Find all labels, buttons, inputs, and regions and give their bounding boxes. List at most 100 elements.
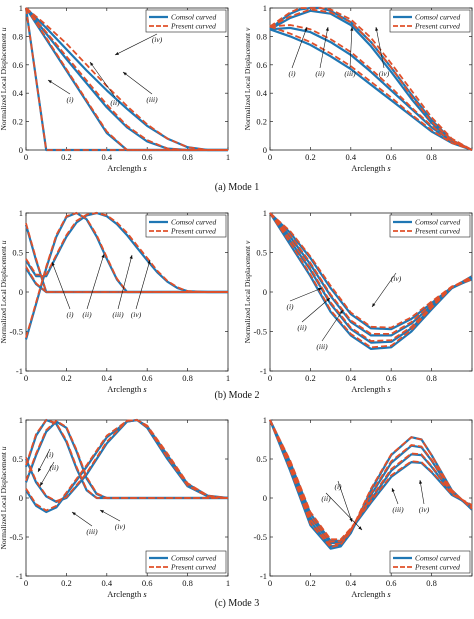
annotation-label: (ii) [49,463,59,472]
series-line-present-4 [269,419,473,541]
x-axis-label: Arclength s [107,589,147,599]
annotation-label: (i) [46,450,54,459]
series-line-present-2 [269,24,473,151]
annotation-label: (iii) [146,95,158,104]
x-tick-label: 0.8 [182,373,193,383]
y-tick-label: -1 [16,366,23,376]
annotation-label: (ii) [297,323,307,332]
y-tick-label: -1 [260,571,267,581]
x-tick-label: 0.6 [386,373,397,383]
annotation-arrowhead [325,27,329,31]
y-tick-label: 0 [19,145,23,155]
legend-label-comsol: Comsol curved [415,13,460,22]
annotation-arrowhead [72,512,76,516]
x-tick-label: 0.8 [426,152,437,162]
series-line-present-4 [25,419,229,512]
chart-panel-mode2-v: 0 0.2 0.4 0.6 0.8 -1 -0.5 0 0.5 1 Arclength s Norma… [243,208,473,394]
y-tick-label: -0.5 [10,327,23,337]
x-axis-label-text: Arclength [351,384,387,394]
series-line-present-4 [269,7,473,151]
x-tick-label: 0.8 [182,578,193,588]
x-tick-label: 0 [268,578,272,588]
y-tick-label: 0 [263,145,267,155]
annotation-arrowhead [123,72,127,76]
x-tick-label: 0.6 [386,578,397,588]
series-line-comsol-3 [269,9,473,152]
annotation-label: (iv) [379,69,390,78]
legend-label-present: Present curved [414,22,460,31]
annotation-arrowhead [339,310,343,314]
y-tick-label: 0.5 [12,248,23,258]
y-axis-label: Normalized Local Displacement u [0,446,8,549]
annotation-arrow [375,26,385,69]
annotation-arrow [301,297,331,323]
x-tick-label: 0 [268,373,272,383]
x-tick-label: 0.6 [142,373,153,383]
annotation-arrow [321,309,344,342]
y-tick-label: 0.8 [256,31,267,41]
annotation-arrow [47,79,71,95]
x-tick-label: 0 [24,373,28,383]
x-axis-label: Arclength s [107,384,147,394]
series-line-present-2 [25,223,228,293]
series-line-present-3 [269,212,473,335]
annotation-arrow [117,254,133,310]
annotation-arrow [289,287,323,302]
y-tick-label: 0.5 [256,454,267,464]
y-tick-label: 0.6 [12,60,23,70]
x-axis-label-var: s [387,384,391,394]
y-tick-label: 1 [263,3,267,13]
annotation-arrow [325,492,363,531]
series-line-present-3 [269,8,473,151]
annotation-arrowhead [372,303,376,307]
y-tick-label: 1 [19,3,23,13]
x-tick-label: 0.2 [305,373,316,383]
annotation-arrow [114,33,158,56]
x-tick-label: 0.2 [61,373,72,383]
y-axis-label-text: Normalized Local Displacement [0,31,8,130]
legend-label-present: Present curved [170,22,216,31]
legend-label-comsol: Comsol curved [415,554,460,563]
y-axis-label-var: u [0,446,8,450]
annotation-arrow [39,461,55,487]
x-axis-label-text: Arclength [351,163,387,173]
x-tick-label: 0.8 [426,373,437,383]
x-axis-label-text: Arclength [351,589,387,599]
annotation-label: (iii) [344,69,356,78]
annotation-arrow [319,26,329,69]
annotation-label: (iii) [112,310,124,319]
x-tick-label: 0.4 [345,373,356,383]
x-axis-label-text: Arclength [107,384,143,394]
series-line-comsol-4 [25,418,229,514]
annotation-label: (iii) [392,505,404,514]
annotation-arrow [135,259,151,310]
y-tick-label: 1 [19,208,23,218]
x-tick-label: 0.6 [386,152,397,162]
annotation-arrowhead [115,51,119,55]
series-line-present-1 [25,266,228,293]
legend-label-comsol: Comsol curved [415,218,460,227]
y-tick-label: -0.5 [254,327,267,337]
series-line-present-2 [25,7,228,151]
y-axis-label: Normalized Local Displacement v [243,240,252,343]
y-axis-label-var: v [243,240,252,244]
y-tick-label: -0.5 [10,532,23,542]
series-line-present-2 [25,419,228,499]
chart-panel-mode2-u: 0 0.2 0.4 0.6 0.8 1 -1 -0.5 0 0.5 1 Arclength s Norm… [0,208,230,394]
annotation-arrowhead [48,80,52,84]
y-tick-label: 0.8 [12,31,23,41]
x-axis-label: Arclength s [351,163,391,173]
row-caption-mode-3: (c) Mode 3 [215,598,259,609]
row-caption-mode-1: (a) Mode 1 [215,182,259,193]
y-tick-label: 0 [19,493,23,503]
chart-panel-mode1-u: 0 0.2 0.4 0.6 0.8 1 0 0.2 0.4 0.6 0.8 1 Arclength s N… [0,3,230,173]
annotation-label: (ii) [82,310,92,319]
annotation-arrowhead [38,468,42,472]
annotation-arrowhead [350,27,354,31]
y-tick-label: -1 [260,366,267,376]
x-tick-label: 0.4 [345,578,356,588]
